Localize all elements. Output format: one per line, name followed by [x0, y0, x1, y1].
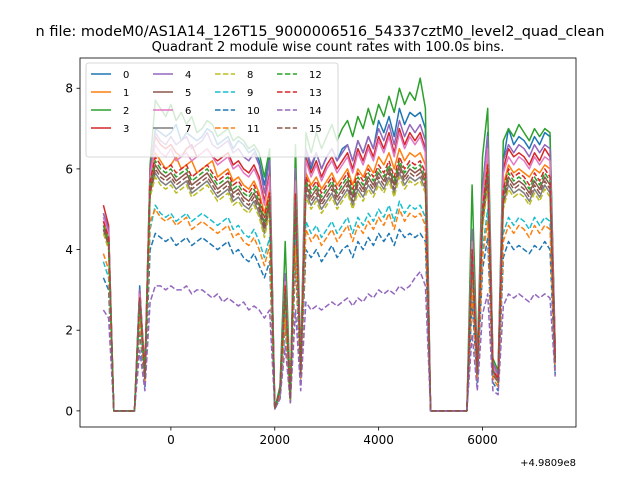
x-tick-label: 4000	[363, 433, 394, 447]
legend-label: 2	[123, 106, 129, 117]
series-line-12	[102, 160, 556, 412]
legend-label: 4	[185, 70, 191, 81]
x-tick-label: 6000	[467, 433, 498, 447]
y-tick-label: 0	[65, 404, 73, 418]
plot-frame	[79, 57, 577, 428]
x-tick-label: 2000	[259, 433, 290, 447]
series-line-14	[102, 270, 556, 412]
legend-label: 12	[309, 70, 322, 81]
y-tick-label: 8	[65, 82, 73, 96]
y-tick-label: 4	[65, 243, 73, 257]
x-tick-label: 0	[167, 433, 175, 447]
legend-label: 7	[185, 124, 191, 135]
series-line-15	[102, 168, 556, 412]
legend-label: 14	[309, 106, 322, 117]
legend-label: 6	[185, 106, 191, 117]
legend-label: 5	[185, 88, 191, 99]
series-line-11	[102, 208, 556, 412]
y-tick-label: 2	[65, 324, 73, 338]
legend-box	[85, 62, 339, 158]
legend-label: 9	[247, 88, 253, 99]
legend-label: 13	[309, 88, 322, 99]
legend-label: 3	[123, 124, 129, 135]
legend-label: 8	[247, 70, 253, 81]
chart-title: Quadrant 2 module wise count rates with …	[152, 40, 505, 55]
x-offset-label: +4.9809e8	[520, 458, 576, 469]
legend-label: 1	[123, 88, 129, 99]
legend-label: 0	[123, 70, 129, 81]
chart-suptitle: n file: modeM0/AS1A14_126T15_9000006516_…	[36, 24, 605, 40]
legend-label: 10	[247, 106, 260, 117]
legend-label: 15	[309, 124, 322, 135]
series-line-9	[102, 200, 556, 412]
legend-label: 11	[247, 124, 260, 135]
axis-ticks: 0 2000 4000 6000 0 2 4 6 8	[65, 82, 497, 447]
series-line-13	[102, 156, 556, 412]
y-tick-label: 6	[65, 162, 73, 176]
